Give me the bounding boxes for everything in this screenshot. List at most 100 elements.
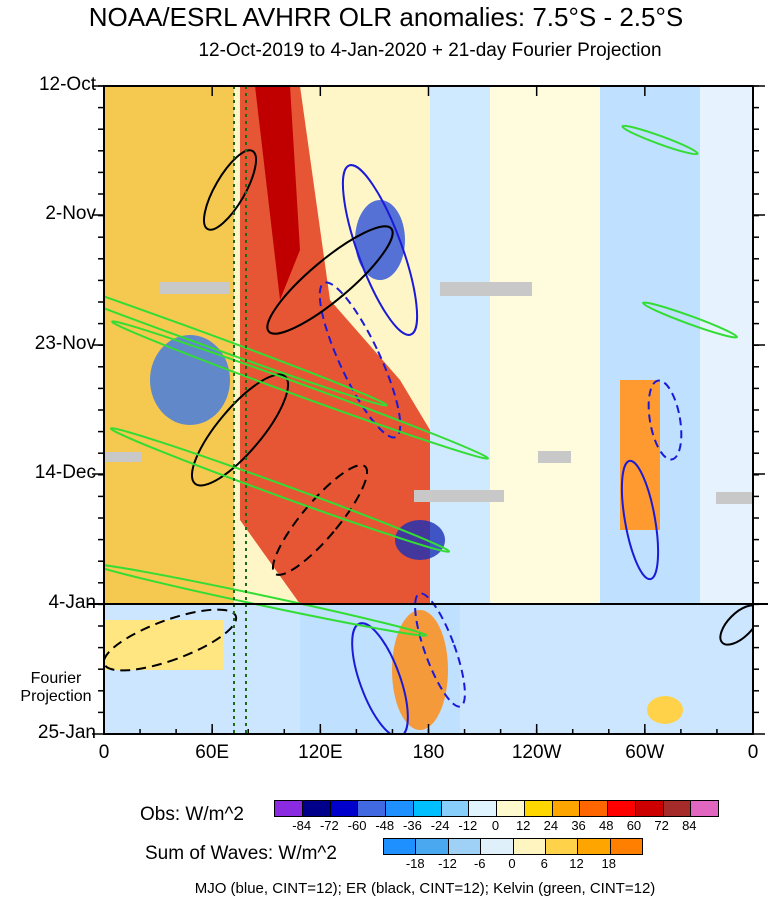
er-contour	[271, 464, 369, 576]
waves-colorbar	[383, 838, 643, 855]
colorbar-swatch	[663, 801, 692, 816]
colorbar-swatch	[330, 801, 359, 816]
colorbar-tick-label: -36	[403, 818, 422, 833]
y-tick-label: 4-Jan	[48, 592, 96, 613]
colorbar-tick-label: -6	[473, 856, 486, 871]
mjo-contour	[341, 164, 419, 336]
colorbar-tick-label: -12	[438, 856, 457, 871]
obs-legend-label: Obs: W/m^2	[140, 804, 244, 825]
colorbar-swatch	[691, 801, 718, 816]
colorbar-swatch	[386, 801, 414, 816]
er-contour	[266, 225, 394, 335]
colorbar-swatch	[302, 801, 331, 816]
projection-label: Fourier Projection	[20, 670, 92, 705]
kelvin-contour	[111, 320, 489, 460]
colorbar-swatch	[635, 801, 664, 816]
footer-legend: MJO (blue, CINT=12); ER (black, CINT=12)…	[194, 880, 656, 897]
colorbar-tick-label: 18	[601, 856, 616, 871]
field-blue-patch1	[150, 335, 230, 425]
mjo-contour	[351, 622, 409, 734]
colorbar-swatch	[578, 839, 611, 854]
missing-block	[440, 282, 532, 296]
mjo-contour	[318, 281, 402, 439]
missing-block	[716, 492, 753, 504]
mjo-contour	[414, 592, 466, 708]
colorbar-tick-label: 72	[654, 818, 669, 833]
colorbar-swatch	[275, 801, 303, 816]
missing-block	[414, 490, 504, 502]
chart-subtitle: 12-Oct-2019 to 4-Jan-2020 + 21-day Fouri…	[198, 40, 662, 61]
colorbar-swatch	[580, 801, 608, 816]
colorbar-tick-label: -18	[405, 856, 425, 871]
y-tick-label: 12-Oct	[38, 74, 96, 95]
colorbar-tick-label: 24	[543, 818, 559, 833]
colorbar-swatch	[358, 801, 386, 816]
colorbar-tick-label: -48	[375, 818, 395, 833]
colorbar-tick-label: 12	[569, 856, 584, 871]
x-tick-label: 180	[412, 742, 445, 763]
colorbar-tick-label: 48	[599, 818, 614, 833]
colorbar-tick-label: 6	[540, 856, 548, 871]
colorbar-swatch	[524, 801, 553, 816]
colorbar-tick-label: -24	[430, 818, 450, 833]
x-tick-label: 120E	[298, 742, 343, 763]
colorbar-swatch	[448, 839, 482, 854]
field-proj-warm1	[104, 620, 224, 670]
colorbar-swatch	[608, 801, 636, 816]
colorbar-swatch	[384, 839, 417, 854]
field-pale	[490, 86, 600, 604]
y-tick-label: 25-Jan	[37, 722, 96, 743]
er-contour	[190, 373, 290, 487]
kelvin-contour	[621, 124, 699, 156]
field-darkred	[255, 86, 300, 300]
colorbar-tick-label: 84	[682, 818, 697, 833]
plot-area	[104, 86, 753, 734]
mjo-contour	[620, 459, 660, 581]
colorbar-tick-label: 36	[571, 818, 586, 833]
colorbar-tick-label: 60	[626, 818, 642, 833]
x-tick-label: 60E	[195, 742, 230, 763]
field-lightblue	[430, 86, 490, 604]
er-contour	[104, 608, 238, 672]
y-tick-label: 23-Nov	[34, 333, 96, 354]
er-contour	[203, 149, 257, 231]
colorbar-tick-label: -12	[458, 818, 478, 833]
colorbar-tick-label: -84	[292, 818, 312, 833]
field-blue-patch3	[395, 520, 445, 560]
waves-legend-label: Sum of Waves: W/m^2	[145, 843, 337, 864]
x-tick-label: 0	[747, 742, 759, 763]
y-tick-label: 2-Nov	[45, 203, 96, 224]
colorbar-swatch	[610, 839, 642, 854]
obs-colorbar	[274, 800, 719, 817]
colorbar-swatch	[513, 839, 546, 854]
colorbar-swatch	[497, 801, 525, 816]
missing-block	[160, 282, 230, 294]
tick-marks	[92, 85, 765, 735]
field-proj-yellow	[647, 696, 683, 724]
colorbar-tick-label: -60	[347, 818, 367, 833]
colorbar-swatch	[441, 801, 470, 816]
colorbar-swatch	[469, 801, 497, 816]
er-contour	[719, 604, 753, 646]
colorbar-swatch	[416, 839, 449, 854]
x-tick-label: 60W	[625, 742, 665, 763]
kelvin-contour	[104, 253, 388, 407]
colorbar-tick-label: 12	[515, 818, 531, 833]
field-sa-warm	[620, 380, 660, 530]
colorbar-tick-label: 0	[508, 856, 516, 871]
colorbar-swatch	[481, 839, 514, 854]
colorbar-tick-label: -72	[319, 818, 339, 833]
colorbar-swatch	[552, 801, 581, 816]
kelvin-contour	[641, 301, 739, 339]
chart-title: NOAA/ESRL AVHRR OLR anomalies: 7.5°S - 2…	[88, 2, 684, 32]
y-tick-label: 14-Dec	[34, 462, 96, 483]
colorbar-swatch	[413, 801, 442, 816]
field-atl	[700, 86, 753, 604]
missing-block	[104, 452, 142, 462]
missing-block	[538, 451, 571, 463]
colorbar-tick-label: 0	[491, 818, 500, 833]
x-tick-label: 120W	[511, 742, 562, 763]
colorbar-swatch	[545, 839, 579, 854]
x-tick-label: 0	[98, 742, 110, 763]
